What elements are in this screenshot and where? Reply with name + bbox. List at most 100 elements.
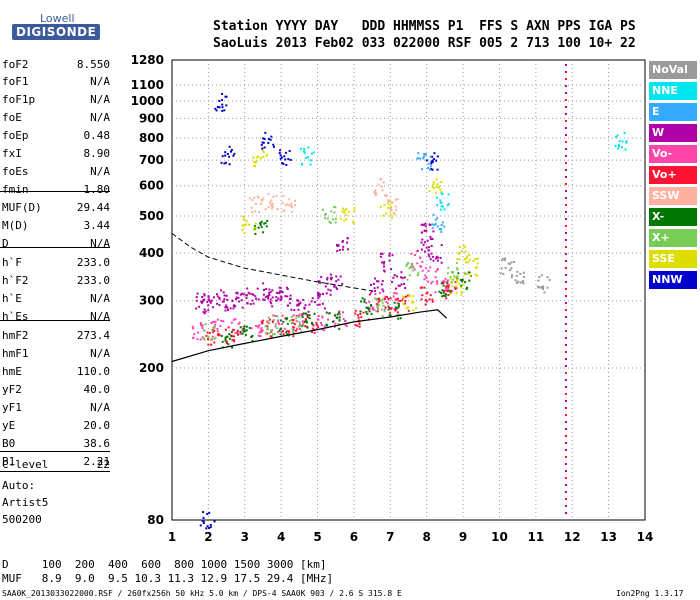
echo-point-w — [303, 306, 306, 309]
echo-point-x- — [452, 278, 455, 281]
echo-point-vo- — [199, 323, 202, 326]
echo-point-vo- — [338, 313, 341, 316]
echo-point-w — [333, 284, 336, 287]
echo-point-noval — [516, 280, 519, 283]
echo-point-x- — [334, 217, 337, 220]
echo-point-w — [311, 297, 314, 300]
echo-point-x- — [224, 339, 227, 342]
echo-point-ssw — [250, 206, 253, 209]
echo-point-x- — [308, 317, 311, 320]
echo-point-x- — [338, 311, 341, 314]
param-value: N/A — [90, 165, 110, 178]
echo-point-x- — [259, 223, 262, 226]
echo-point-w — [336, 250, 339, 253]
echo-point-w — [380, 283, 383, 286]
echo-point-w — [338, 248, 341, 251]
param-row-m-d-: M(D) 3.44 — [2, 217, 110, 235]
echo-point-nnw — [230, 148, 233, 151]
echo-point-e — [432, 213, 435, 216]
param-label: foF1 — [2, 75, 29, 88]
echo-point-vo- — [260, 327, 263, 330]
x-tick-label: 3 — [241, 530, 249, 544]
echo-point-nnw — [228, 155, 231, 158]
echo-point-vo- — [293, 323, 296, 326]
echo-point-w — [321, 292, 324, 295]
echo-point-x- — [408, 267, 411, 270]
echo-point-vo- — [447, 286, 450, 289]
echo-point-x- — [299, 325, 302, 328]
echo-point-w — [325, 292, 328, 295]
echo-point-vo- — [210, 343, 213, 346]
echo-point-ssw — [268, 201, 271, 204]
echo-point-x- — [399, 317, 402, 320]
echo-point-vo- — [260, 331, 263, 334]
vertical-trace-dot — [564, 274, 567, 276]
echo-point-w — [428, 223, 431, 226]
echo-point-w — [271, 305, 274, 308]
echo-point-vo- — [270, 330, 273, 333]
echo-point-vo- — [323, 329, 326, 332]
echo-point-nnw — [218, 99, 221, 102]
vertical-trace-dot — [564, 372, 567, 374]
echo-point-ssw — [270, 204, 273, 207]
echo-point-vo- — [261, 321, 264, 324]
echo-point-w — [269, 290, 272, 293]
echo-point-nnw — [215, 109, 218, 112]
echo-point-ssw — [394, 205, 397, 208]
echo-point-x- — [333, 314, 336, 317]
echo-point-vo- — [405, 295, 408, 298]
echo-point-w — [341, 283, 344, 286]
echo-point-nnw — [206, 525, 209, 528]
echo-point-vo- — [454, 287, 457, 290]
echo-point-x- — [273, 333, 276, 336]
echo-point-w — [286, 304, 289, 307]
vertical-trace-dot — [564, 141, 567, 143]
echo-point-w — [423, 223, 426, 226]
echo-point-vo- — [269, 335, 272, 338]
vertical-trace-dot — [564, 428, 567, 430]
echo-point-sse — [241, 224, 244, 227]
echo-point-w — [242, 293, 245, 296]
echo-point-w — [402, 282, 405, 285]
echo-point-vo- — [450, 290, 453, 293]
echo-point-x- — [408, 274, 411, 277]
echo-point-x- — [224, 338, 227, 341]
echo-point-vo- — [259, 335, 262, 338]
echo-point-x- — [239, 330, 242, 333]
echo-point-nne — [307, 146, 310, 149]
echo-point-x- — [446, 281, 449, 284]
echo-point-sse — [415, 307, 418, 310]
echo-point-vo- — [236, 331, 239, 334]
param-value: 3.44 — [83, 219, 111, 232]
echo-point-w — [279, 299, 282, 302]
echo-point-w — [286, 288, 289, 291]
echo-point-w — [210, 299, 213, 302]
echo-point-noval — [510, 276, 513, 279]
echo-point-x- — [456, 275, 459, 278]
echo-point-w — [296, 303, 299, 306]
echo-point-vo- — [266, 332, 269, 335]
echo-point-nnw — [221, 155, 224, 158]
echo-point-x- — [387, 308, 390, 311]
echo-point-nne — [618, 145, 621, 148]
echo-point-e — [440, 223, 443, 226]
echo-point-x- — [325, 311, 328, 314]
echo-point-ssw — [290, 205, 293, 208]
echo-point-vo- — [241, 327, 244, 330]
echo-point-x- — [286, 333, 289, 336]
x-tick-label: 11 — [527, 530, 544, 544]
echo-point-vo- — [213, 329, 216, 332]
echo-point-sse — [463, 245, 466, 248]
echo-point-x- — [211, 330, 214, 333]
echo-point-vo- — [388, 307, 391, 310]
echo-point-sse — [353, 209, 356, 212]
echo-point-vo- — [234, 332, 237, 335]
echo-point-x- — [290, 322, 293, 325]
vertical-trace-dot — [564, 400, 567, 402]
echo-point-nnw — [226, 153, 229, 156]
distance-row: D 100 200 400 600 800 1000 1500 3000 [km… — [2, 558, 327, 571]
echo-point-ssw — [264, 208, 267, 211]
param-row-hmf1: hmF1 N/A — [2, 345, 110, 363]
echo-point-sse — [465, 261, 468, 264]
vertical-trace-dot — [564, 260, 567, 262]
